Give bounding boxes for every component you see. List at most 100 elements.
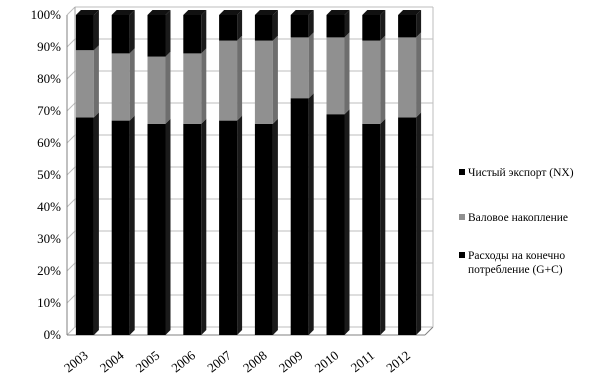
bar-segment — [326, 114, 345, 335]
bar-segment-side — [165, 10, 171, 57]
bar-segment — [183, 15, 202, 54]
bar-segment — [290, 15, 309, 38]
bar-segment-side — [416, 10, 422, 38]
x-tick-label: 2011 — [348, 348, 377, 376]
bar-top — [219, 10, 243, 15]
bar-segment-side — [93, 45, 99, 118]
bar-top — [326, 10, 350, 15]
bar-segment-side — [308, 32, 314, 99]
bar-segment-side — [416, 32, 422, 118]
bar-segment — [183, 123, 202, 335]
y-tick-label: 60% — [37, 135, 61, 150]
x-tick-label: 2007 — [204, 347, 234, 375]
bar-segment-side — [129, 10, 135, 54]
gridline-side — [66, 134, 76, 144]
bar-top — [147, 10, 171, 15]
bar-segment-side — [380, 118, 386, 335]
legend-label-gross-accumulation: Валовое накопление — [468, 212, 569, 224]
bar-segment — [111, 53, 130, 121]
bar-segment — [326, 37, 345, 115]
bar-segment — [398, 15, 417, 38]
x-tick-label: 2004 — [97, 347, 127, 375]
bar-segment-side — [308, 10, 314, 38]
bar-segment-side — [165, 118, 171, 335]
bar-top — [398, 10, 422, 15]
legend-label-final-consumption: Расходы на конечно — [468, 250, 566, 262]
bar-segment — [219, 40, 238, 121]
bar-segment — [75, 50, 94, 118]
bar-segment-side — [237, 35, 243, 121]
bar-top — [290, 10, 314, 15]
gridline-side — [66, 198, 76, 208]
x-tick-label: 2008 — [240, 348, 270, 376]
legend-swatch-final-consumption — [459, 252, 465, 258]
bar-segment-side — [201, 10, 207, 54]
x-tick-label: 2012 — [383, 348, 413, 376]
bar-segment-side — [201, 118, 207, 335]
x-tick-label: 2005 — [133, 348, 163, 376]
bar-top — [75, 10, 99, 15]
bar-segment-side — [344, 10, 350, 38]
y-tick-labels: 0% 10% 20% 30% 40% 50% 60% 70% 80% 90% 100% — [31, 7, 62, 342]
y-tick-label: 100% — [31, 7, 62, 22]
legend-swatch-gross-accumulation — [459, 214, 465, 220]
bar-segment — [219, 15, 238, 41]
legend-item-final-consumption: Расходы на конечно потребление (G+C) — [459, 249, 565, 277]
bar-segment — [362, 40, 381, 124]
bar-segment-side — [93, 112, 99, 336]
y-tick-label: 10% — [37, 295, 61, 310]
legend-item-net-export: Чистый экспорт (NX) — [459, 166, 574, 180]
bar-segment-side — [308, 93, 314, 335]
x-tick-label: 2010 — [312, 348, 342, 376]
y-tick-label: 80% — [37, 71, 61, 86]
bar-segment — [254, 15, 273, 41]
bar-segment — [254, 123, 273, 335]
y-tick-label: 40% — [37, 199, 61, 214]
gridline-side — [66, 102, 76, 112]
bar-segment-side — [237, 10, 243, 41]
bar-top — [362, 10, 386, 15]
floor-right-edge — [424, 326, 434, 336]
bar-top — [183, 10, 207, 15]
bar-segment — [398, 117, 417, 336]
gridline-side — [66, 70, 76, 80]
gridline-side — [66, 230, 76, 240]
bar-segment-side — [272, 10, 278, 41]
bar-segment — [362, 15, 381, 41]
bar-segment — [219, 120, 238, 335]
bar-segment — [290, 98, 309, 335]
gridline-side — [66, 294, 76, 304]
bar-segment — [147, 123, 166, 335]
x-tick-label: 2009 — [276, 348, 306, 376]
bar-top — [111, 10, 135, 15]
bar-segment — [362, 123, 381, 335]
bar-segment-side — [416, 112, 422, 336]
bar-segment — [111, 120, 130, 335]
bar-segment — [75, 15, 94, 51]
bar-segment — [111, 15, 130, 54]
y-tick-label: 50% — [37, 167, 61, 182]
y-tick-label: 70% — [37, 103, 61, 118]
y-tick-label: 0% — [44, 327, 62, 342]
bar-segment-side — [201, 48, 207, 124]
bar-segment-side — [129, 48, 135, 121]
bar-segment-side — [237, 115, 243, 335]
gridline-side — [66, 166, 76, 176]
x-tick-labels: 2003 2004 2005 2006 2007 2008 2009 2010 2011 2012 — [61, 347, 413, 375]
x-tick-label: 2006 — [168, 347, 198, 375]
y-tick-label: 30% — [37, 231, 61, 246]
bar-segment-side — [165, 51, 171, 124]
bar-segment-side — [129, 115, 135, 335]
bar-top — [254, 10, 278, 15]
bar-segment — [254, 40, 273, 124]
legend-swatch-net-export — [459, 169, 465, 175]
gridline-side — [66, 38, 76, 48]
y-tick-label: 20% — [37, 263, 61, 278]
bar-segment-side — [344, 32, 350, 115]
x-tick-label: 2003 — [61, 348, 91, 376]
bar-segment — [326, 15, 345, 38]
bar-segment-side — [380, 35, 386, 124]
legend-label-final-consumption-line2: потребление (G+C) — [468, 264, 563, 276]
bar-segment — [147, 15, 166, 57]
